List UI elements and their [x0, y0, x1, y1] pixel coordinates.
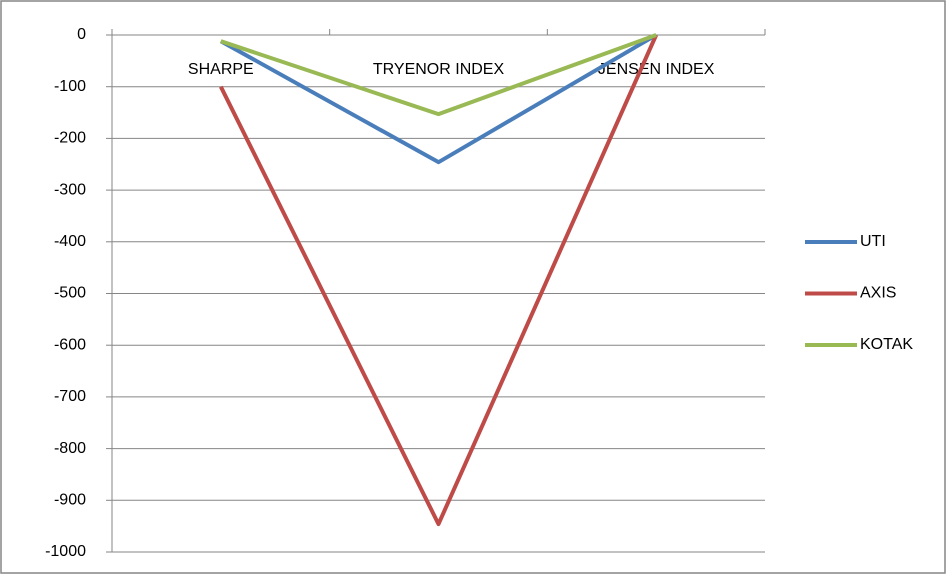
series-line: [220, 33, 657, 117]
y-tick-label: -300: [54, 181, 86, 198]
y-tick-label: -1000: [45, 543, 86, 560]
series-line: [219, 33, 658, 165]
x-tick-label: SHARPE: [188, 61, 254, 78]
y-tick-label: -500: [54, 285, 86, 302]
y-tick-label: -600: [54, 336, 86, 353]
legend-label: UTI: [860, 233, 886, 250]
x-tick-label: JENSEN INDEX: [598, 61, 715, 78]
x-tick-label: TRYENOR INDEX: [373, 61, 505, 78]
legend-label: KOTAK: [860, 336, 913, 353]
y-tick-label: 0: [77, 26, 86, 43]
y-tick-label: -900: [54, 492, 86, 509]
series-line: [219, 34, 658, 527]
y-tick-label: -800: [54, 440, 86, 457]
legend-label: AXIS: [860, 285, 896, 302]
y-tick-label: -400: [54, 233, 86, 250]
y-tick-label: -200: [54, 130, 86, 147]
y-tick-label: -700: [54, 388, 86, 405]
y-tick-label: -100: [54, 78, 86, 95]
